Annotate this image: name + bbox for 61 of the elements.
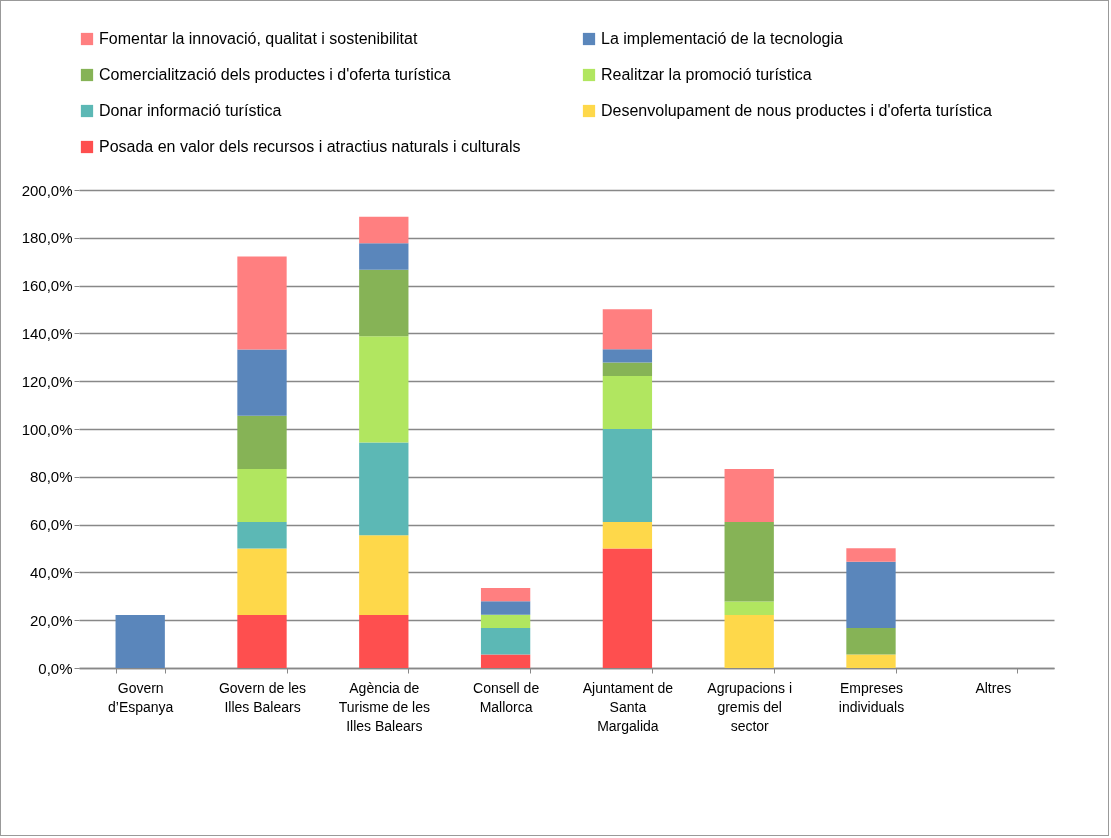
bar <box>115 614 165 668</box>
y-tick-label: 160,0% <box>21 277 73 295</box>
legend-label: Posada en valor dels recursos i atractius naturals i culturals <box>99 138 521 155</box>
bar <box>480 601 531 615</box>
bar <box>602 309 653 350</box>
bar <box>480 587 531 602</box>
bar <box>602 429 653 522</box>
y-tick-label: 180,0% <box>21 229 73 247</box>
bar <box>602 521 653 549</box>
bar <box>359 442 409 536</box>
legend-label: Comercialització dels productes i d'oferta turística <box>99 66 451 83</box>
bar <box>237 349 287 416</box>
bar <box>846 628 896 655</box>
legend-label: La implementació de la tecnologia <box>601 30 844 47</box>
bar <box>359 535 409 615</box>
y-tick-label: 40,0% <box>29 563 73 581</box>
x-tick-label: Agència de Turisme de les Illes Balears <box>338 679 430 734</box>
bar <box>846 561 896 629</box>
x-tick-label: Empreses individuals <box>838 679 905 715</box>
bar <box>237 256 287 350</box>
x-tick-label: Govern d’Espanya <box>108 679 174 715</box>
bar <box>846 548 896 562</box>
x-tick-label: Govern de les Illes Balears <box>218 679 307 715</box>
bar <box>602 548 653 668</box>
bar <box>846 654 896 668</box>
bar <box>724 601 774 615</box>
bar <box>602 349 653 363</box>
bar <box>237 521 287 549</box>
y-tick-label: 120,0% <box>21 372 73 390</box>
bar <box>359 243 409 270</box>
y-tick-label: 140,0% <box>21 324 73 342</box>
y-tick-label: 200,0% <box>21 181 73 199</box>
bar <box>237 468 287 522</box>
bar <box>480 654 531 668</box>
y-tick-label: 100,0% <box>21 420 73 438</box>
bar <box>237 614 287 668</box>
x-tick-label: Agrupacions i gremis del sector <box>707 679 793 734</box>
legend-label: Realitzar la promoció turística <box>601 66 812 83</box>
legend-label: Fomentar la innovació, qualitat i sostenibilitat <box>99 30 418 47</box>
bar <box>359 216 409 244</box>
legend-label: Desenvolupament de nous productes i d'oferta turística <box>601 102 992 119</box>
legend-label: Donar informació turística <box>99 102 282 119</box>
y-tick-label: 60,0% <box>29 516 73 534</box>
bar <box>480 628 531 655</box>
y-tick-label: 80,0% <box>29 468 73 486</box>
bar <box>480 614 531 629</box>
x-tick-label: Ajuntament de Santa Margalida <box>582 679 674 734</box>
bar <box>602 375 653 429</box>
bar <box>237 548 287 615</box>
x-tick-label: Altres <box>975 679 1012 696</box>
bar <box>602 362 653 376</box>
bar <box>724 468 774 522</box>
bar <box>359 336 409 443</box>
bar <box>237 415 287 469</box>
y-tick-label: 20,0% <box>29 611 73 629</box>
y-tick-label: 0,0% <box>38 659 73 677</box>
bar <box>724 614 774 668</box>
x-tick-label: Consell de Mallorca <box>473 679 540 715</box>
bar <box>359 269 409 337</box>
bar <box>359 614 409 668</box>
bar <box>724 521 774 602</box>
